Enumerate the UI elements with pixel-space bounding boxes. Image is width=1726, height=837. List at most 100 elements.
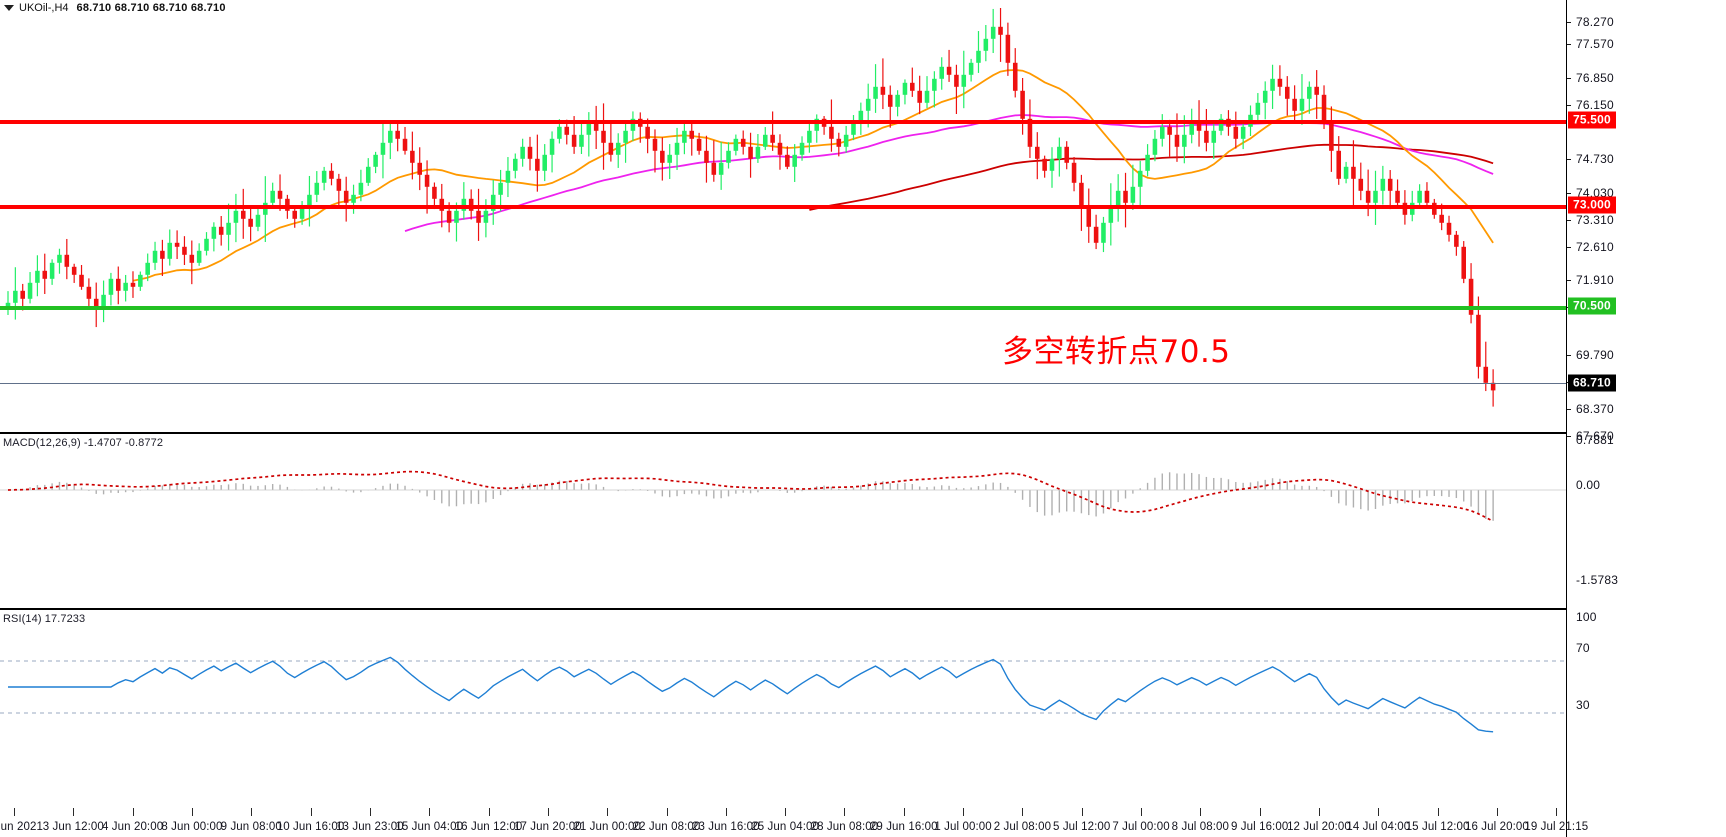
- candle-body: [1255, 102, 1261, 115]
- price-tick-label: 72.610: [1576, 240, 1614, 254]
- price-panel[interactable]: [0, 8, 1566, 432]
- time-tick-mark: [785, 808, 787, 816]
- candle-body: [946, 66, 952, 75]
- triangle-down-icon[interactable]: [4, 5, 14, 11]
- candle-body: [645, 126, 650, 139]
- price-tick-mark: [1567, 220, 1571, 221]
- candle-body: [1012, 62, 1018, 91]
- candle-body: [1490, 382, 1496, 391]
- candle-body: [152, 250, 158, 263]
- candle-body: [167, 242, 173, 259]
- candle-body: [704, 150, 709, 163]
- candle-body: [57, 254, 62, 263]
- candle-body: [248, 218, 253, 227]
- rsi-tick-label: 30: [1576, 698, 1590, 712]
- candle-body: [1167, 126, 1172, 135]
- candle-body: [116, 278, 121, 291]
- price-tag-resistance-73-0[interactable]: 73.000: [1568, 196, 1616, 214]
- candle-body: [454, 210, 459, 223]
- candle-body: [917, 90, 922, 103]
- candle-body: [461, 198, 467, 211]
- candle-body: [446, 210, 452, 223]
- candle-body: [1086, 206, 1092, 227]
- candle-body: [1373, 190, 1378, 203]
- candle-body: [1461, 246, 1466, 279]
- ohlc-values: 68.710 68.710 68.710 68.710: [76, 2, 226, 14]
- candle-body: [270, 190, 275, 203]
- price-tick-label: 67.670: [1576, 429, 1614, 443]
- candle-body: [983, 38, 989, 51]
- candle-body: [86, 286, 92, 299]
- time-tick-mark: [1319, 808, 1320, 816]
- candle-body: [130, 282, 136, 287]
- candle-body: [468, 198, 474, 211]
- candle-body: [1468, 278, 1474, 315]
- level-line-75-500[interactable]: [0, 120, 1566, 124]
- macd-tick-label: -1.5783: [1576, 573, 1619, 587]
- price-tick-label: 77.570: [1576, 37, 1614, 51]
- candle-body: [660, 150, 665, 163]
- candle-body: [1439, 214, 1444, 223]
- time-tick-mark: [1378, 808, 1380, 816]
- candle-body: [696, 138, 702, 151]
- candle-body: [762, 134, 768, 147]
- candle-body: [1454, 234, 1459, 247]
- candle-body: [1314, 86, 1319, 95]
- time-tick-mark: [1200, 808, 1202, 816]
- candle-body: [358, 182, 364, 195]
- price-tag-current-price-68-71[interactable]: 68.710: [1568, 374, 1616, 392]
- candle-body: [718, 162, 724, 175]
- candle-body: [64, 254, 70, 267]
- time-tick-label: 12 Jul 20:00: [1287, 821, 1351, 833]
- time-tick-mark: [1259, 808, 1261, 816]
- ma-slow-line: [809, 143, 1494, 211]
- candle-body: [1233, 126, 1239, 139]
- annotation-text: 多空转折点70.5: [1002, 334, 1231, 370]
- candle-body: [1035, 146, 1040, 159]
- candle-body: [1358, 178, 1364, 191]
- rsi-panel[interactable]: [0, 612, 1566, 808]
- candle-body: [829, 126, 834, 139]
- price-axis[interactable]: 78.270 77.570 76.850 76.150 74.730 74.030 73.3…: [1566, 0, 1726, 808]
- candle-body: [277, 190, 283, 199]
- time-tick-mark: [1022, 808, 1024, 816]
- level-line-73-000[interactable]: [0, 205, 1566, 209]
- price-tag-resistance-75-5[interactable]: 75.500: [1568, 111, 1616, 129]
- candle-body: [527, 146, 533, 159]
- candle-body: [1395, 190, 1400, 203]
- time-tick-label: 9 Jul 16:00: [1230, 821, 1289, 833]
- price-tick-mark: [1567, 44, 1571, 45]
- candle-body: [123, 282, 128, 291]
- candle-body: [373, 154, 378, 167]
- candle-body: [439, 198, 445, 211]
- level-line-current-price: [0, 383, 1566, 384]
- time-tick-label: 15 Jul 12:00: [1405, 821, 1470, 833]
- time-tick-label: 3 Jun 12:00: [42, 821, 104, 833]
- candle-body: [623, 130, 628, 143]
- candle-body: [880, 86, 886, 95]
- macd-panel[interactable]: [0, 436, 1566, 608]
- candle-body: [79, 274, 84, 287]
- candle-body: [630, 118, 636, 131]
- price-tag-support-70-5[interactable]: 70.500: [1568, 297, 1616, 315]
- candle-body: [1476, 314, 1481, 367]
- candle-body: [1064, 146, 1069, 163]
- time-tick-mark: [73, 808, 75, 816]
- candle-body: [1049, 158, 1055, 171]
- rsi-indicator-label: RSI(14) 17.7233: [3, 613, 86, 625]
- time-tick-label: 23 Jun 16:00: [691, 821, 760, 833]
- level-line-70-500[interactable]: [0, 306, 1566, 310]
- macd-tick-label: 0.00: [1576, 478, 1601, 492]
- time-tick-mark: [14, 808, 15, 816]
- candle-body: [395, 130, 400, 139]
- candle-body: [652, 138, 658, 151]
- candle-body: [814, 118, 820, 131]
- candle-body: [954, 74, 959, 87]
- candle-body: [93, 298, 99, 307]
- candle-body: [858, 110, 864, 123]
- candle-body: [314, 182, 320, 195]
- candle-body: [174, 242, 180, 247]
- time-tick-label: 16 Jun 12:00: [454, 821, 523, 833]
- time-tick-label: 17 Jun 20:00: [514, 821, 582, 833]
